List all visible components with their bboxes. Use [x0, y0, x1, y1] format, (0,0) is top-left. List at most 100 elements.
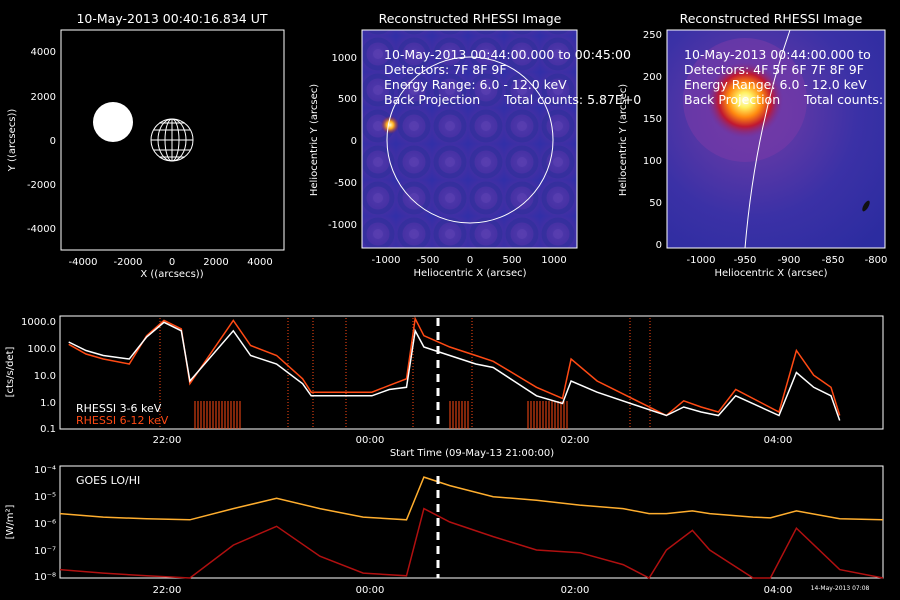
panel-3-limb	[744, 30, 791, 248]
tick-label: -950	[734, 255, 757, 266]
tick-label: 200	[643, 72, 662, 83]
rhessi-frame	[59, 315, 884, 430]
tick-label: 1000	[541, 255, 566, 266]
tick-label: 0	[351, 136, 357, 147]
goes-label: GOES LO/HI	[76, 474, 140, 487]
rhessi-legend: RHESSI 3-6 keV RHESSI 6-12 keV	[76, 402, 169, 427]
tick-label: 04:00	[764, 435, 793, 446]
tick-label: 2000	[203, 257, 228, 268]
panel-2-image	[362, 30, 577, 248]
info-line: Detectors: 4F 5F 6F 7F 8F 9F	[684, 62, 864, 77]
tick-label: -500	[417, 255, 440, 266]
rhessi-y-ticks: 1000.0 100.0 10.0 1.0 0.1	[21, 317, 56, 435]
panel-2-ylabel: Heliocentric Y (arcsec)	[309, 84, 320, 196]
tick-label: -2000	[27, 180, 56, 191]
panel-1-xlabel: X ((arcsecs))	[140, 269, 203, 280]
tick-label: 4000	[247, 257, 272, 268]
solar-disk-solid	[93, 102, 133, 142]
info-line: Back Projection Total counts:	[684, 92, 883, 107]
panel-2-title: Reconstructed RHESSI Image	[379, 11, 562, 26]
panel-2-source	[381, 116, 399, 134]
goes-lightcurve: GOES LO/HI 10⁻⁴ 10⁻⁵ 10⁻⁶ 10⁻⁷ 10⁻⁸ [W/m…	[5, 465, 884, 596]
panel-2-y-ticks: 1000 500 0 -500 -1000	[328, 53, 357, 231]
panel-3-info: 10-May-2013 00:44:00.000 to Detectors: 4…	[684, 47, 883, 107]
tick-label: 10⁻⁸	[34, 572, 56, 583]
panel-1-full-disk: 10-May-2013 00:40:16.834 UT -4000 -2000 …	[7, 11, 285, 280]
rhessi-series-group	[68, 316, 841, 421]
panel-3-rhessi-image: Reconstructed RHESSI Image 10-May-2013 0…	[618, 11, 887, 279]
panel-1-frame	[60, 29, 285, 251]
goes-frame	[59, 465, 884, 579]
legend-entry-high: RHESSI 6-12 keV	[76, 414, 169, 427]
tick-label: 100	[643, 156, 662, 167]
tick-label: 10.0	[34, 371, 56, 382]
tick-label: 10⁻⁴	[34, 465, 56, 476]
tick-label: 10⁻⁷	[34, 546, 56, 557]
tick-label: 02:00	[561, 435, 590, 446]
tick-label: 22:00	[153, 435, 182, 446]
tick-label: -4000	[68, 257, 97, 268]
tick-label: -800	[865, 255, 888, 266]
goes-hi-series	[59, 507, 884, 579]
tick-label: -4000	[27, 224, 56, 235]
panel-3-x-ticks: -1000 -950 -900 -850 -800	[686, 255, 887, 266]
panel-3-ylabel: Heliocentric Y (arcsec)	[618, 84, 629, 196]
tick-label: 10⁻⁶	[34, 519, 56, 530]
panel-1-ylabel: Y ((arcsecs))	[7, 109, 18, 173]
panel-2-x-ticks: -1000 -500 0 500 1000	[371, 255, 566, 266]
goes-y-ticks: 10⁻⁴ 10⁻⁵ 10⁻⁶ 10⁻⁷ 10⁻⁸	[34, 465, 56, 583]
tick-label: 100.0	[27, 344, 56, 355]
rhessi-6-12-series	[68, 316, 841, 417]
info-line: Back Projection Total counts: 5.87E+0	[384, 92, 641, 107]
tick-label: 2000	[31, 92, 56, 103]
tick-label: 150	[643, 114, 662, 125]
tick-label: 4000	[31, 47, 56, 58]
tick-label: 00:00	[356, 585, 385, 596]
legend-entry-low: RHESSI 3-6 keV	[76, 402, 162, 415]
tick-label: 1.0	[40, 398, 56, 409]
tick-label: -1000	[328, 220, 357, 231]
tick-label: 1000	[332, 53, 357, 64]
panel-3-title: Reconstructed RHESSI Image	[680, 11, 863, 26]
goes-series-group	[59, 476, 884, 579]
tick-label: 10⁻⁵	[34, 492, 56, 503]
tick-label: 22:00	[153, 585, 182, 596]
tick-label: 0	[656, 240, 662, 251]
tick-label: 02:00	[561, 585, 590, 596]
tick-label: 1000.0	[21, 317, 56, 328]
panel-1-x-ticks: -4000 -2000 0 2000 4000	[68, 257, 272, 268]
panel-2-info: 10-May-2013 00:44:00.000 to 00:45:00 Det…	[384, 47, 641, 107]
tick-label: 500	[338, 94, 357, 105]
panel-3-source	[707, 62, 783, 138]
info-line: 10-May-2013 00:44:00.000 to 00:45:00	[384, 47, 631, 62]
panel-3-y-ticks: 250 200 150 100 50 0	[643, 30, 662, 251]
rhessi-3-6-series	[68, 321, 841, 421]
panel-1-title: 10-May-2013 00:40:16.834 UT	[76, 11, 267, 26]
tick-label: 0	[50, 136, 56, 147]
flare-markers	[159, 318, 651, 429]
tick-label: 500	[502, 255, 521, 266]
solar-grid-globe	[150, 118, 194, 162]
tick-label: -1000	[371, 255, 400, 266]
tick-label: 50	[649, 198, 662, 209]
tick-label: -1000	[686, 255, 715, 266]
rhessi-ylabel: [cts/s/det]	[5, 347, 16, 398]
tick-label: 0	[467, 255, 473, 266]
info-line: Energy Range: 6.0 - 12.0 keV	[384, 77, 567, 92]
rhessi-lightcurve: 1000.0 100.0 10.0 1.0 0.1 [cts/s/det] 22…	[5, 315, 884, 459]
goes-ylabel: [W/m²]	[5, 504, 16, 539]
goes-x-ticks: 22:00 00:00 02:00 04:00	[153, 585, 793, 596]
tick-label: 0.1	[40, 424, 56, 435]
rhessi-xlabel: Start Time (09-May-13 21:00:00)	[390, 448, 554, 459]
panel-2-xlabel: Heliocentric X (arcsec)	[413, 268, 526, 279]
timestamp-stamp: 14-May-2013 07:08	[811, 585, 870, 592]
info-line: Energy Range: 6.0 - 12.0 keV	[684, 77, 867, 92]
panel-3-xlabel: Heliocentric X (arcsec)	[714, 268, 827, 279]
rhessi-x-ticks: 22:00 00:00 02:00 04:00	[153, 435, 793, 446]
tick-label: 04:00	[764, 585, 793, 596]
tick-label: -900	[778, 255, 801, 266]
panel-2-rhessi-image: Reconstructed RHESSI Image 10-May-2013 0…	[309, 11, 641, 279]
tick-label: -850	[822, 255, 845, 266]
panel-2-limb	[386, 56, 554, 224]
